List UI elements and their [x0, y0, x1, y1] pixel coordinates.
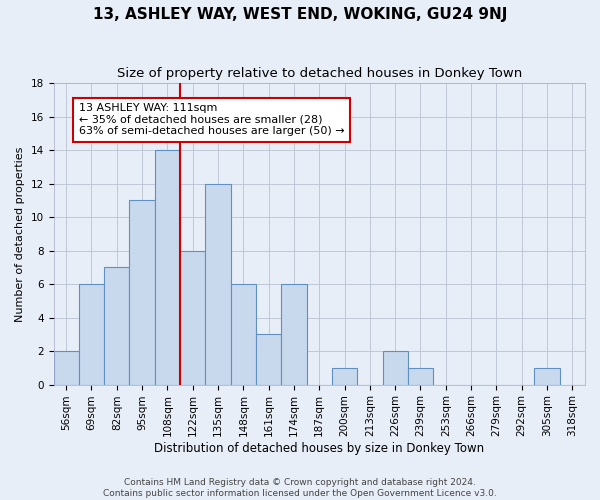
Bar — [408, 368, 433, 384]
Bar — [79, 284, 104, 384]
Bar — [535, 368, 560, 384]
Text: 13, ASHLEY WAY, WEST END, WOKING, GU24 9NJ: 13, ASHLEY WAY, WEST END, WOKING, GU24 9… — [93, 8, 507, 22]
Bar — [332, 368, 357, 384]
Text: Contains HM Land Registry data © Crown copyright and database right 2024.
Contai: Contains HM Land Registry data © Crown c… — [103, 478, 497, 498]
Bar — [256, 334, 281, 384]
Bar — [383, 351, 408, 384]
Text: 13 ASHLEY WAY: 111sqm
← 35% of detached houses are smaller (28)
63% of semi-deta: 13 ASHLEY WAY: 111sqm ← 35% of detached … — [79, 103, 344, 136]
Bar — [53, 351, 79, 384]
Bar — [205, 184, 230, 384]
Bar — [130, 200, 155, 384]
Bar — [180, 250, 205, 384]
Bar — [281, 284, 307, 384]
X-axis label: Distribution of detached houses by size in Donkey Town: Distribution of detached houses by size … — [154, 442, 484, 455]
Bar — [230, 284, 256, 384]
Y-axis label: Number of detached properties: Number of detached properties — [15, 146, 25, 322]
Bar — [155, 150, 180, 384]
Bar — [104, 268, 130, 384]
Title: Size of property relative to detached houses in Donkey Town: Size of property relative to detached ho… — [116, 68, 522, 80]
